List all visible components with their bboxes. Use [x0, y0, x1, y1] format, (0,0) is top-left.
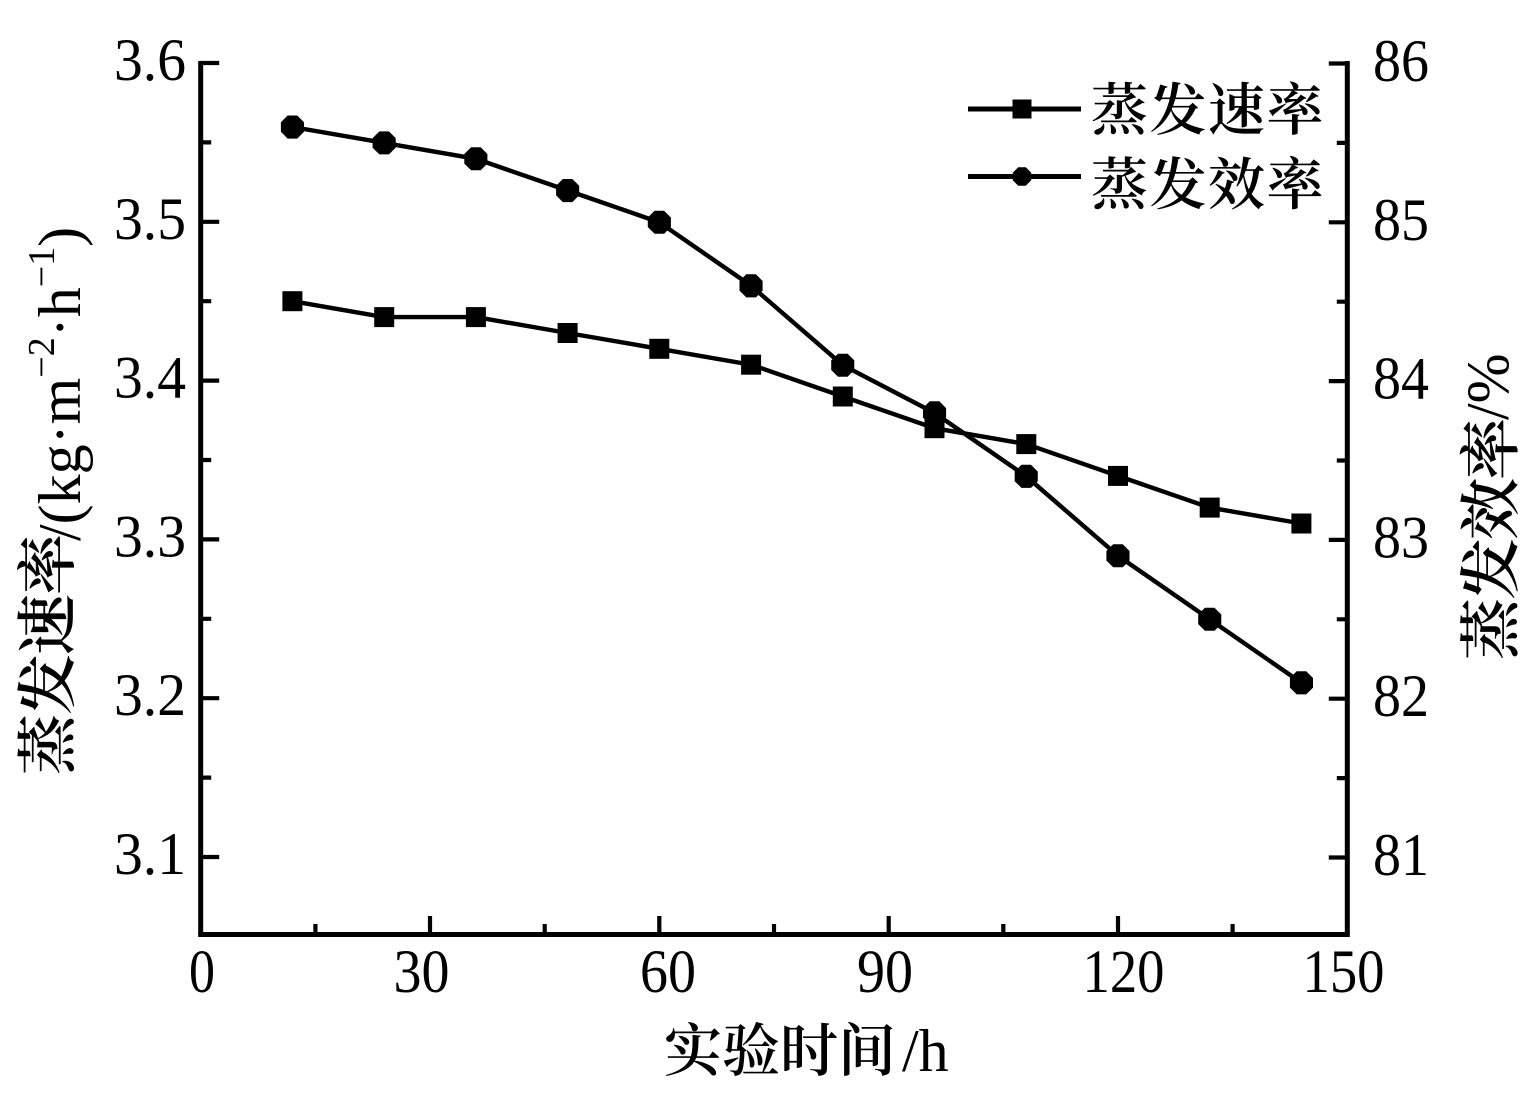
svg-text:84: 84: [1373, 346, 1429, 412]
svg-text:3.4: 3.4: [114, 345, 186, 411]
svg-text:0: 0: [189, 939, 215, 1006]
svg-text:150: 150: [1303, 939, 1385, 1006]
svg-text:85: 85: [1373, 187, 1429, 253]
svg-text:82: 82: [1373, 663, 1429, 729]
svg-text:83: 83: [1373, 504, 1429, 570]
svg-text:86: 86: [1373, 28, 1429, 94]
svg-text:/(kg·m−2·h−1): /(kg·m−2·h−1): [21, 227, 93, 541]
svg-text:3.6: 3.6: [114, 27, 186, 93]
svg-text:120: 120: [1083, 939, 1165, 1006]
svg-text:3.3: 3.3: [114, 503, 186, 569]
svg-text:3.2: 3.2: [114, 662, 186, 728]
svg-text:30: 30: [394, 939, 450, 1006]
svg-text:/h: /h: [902, 1018, 949, 1084]
svg-text:3.5: 3.5: [114, 186, 186, 252]
svg-text:3.1: 3.1: [114, 821, 186, 887]
svg-text:81: 81: [1373, 822, 1429, 888]
svg-text:60: 60: [640, 939, 696, 1006]
svg-text:/%: /%: [1455, 353, 1521, 420]
svg-text:90: 90: [857, 939, 913, 1006]
